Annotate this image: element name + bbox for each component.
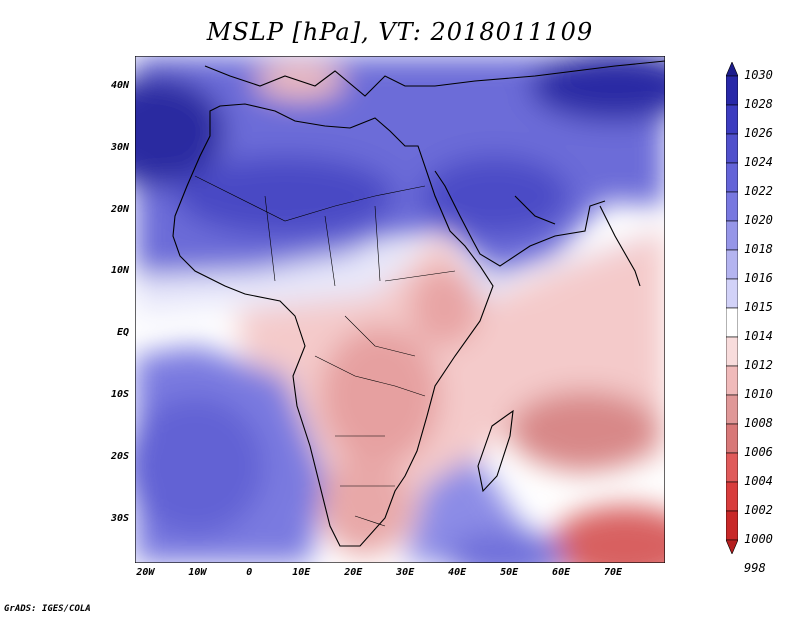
colorbar-level-label: 1004 — [744, 474, 773, 488]
pressure-field — [135, 56, 665, 563]
colorbar-segment — [726, 249, 738, 280]
lon-tick-label: 50E — [500, 567, 519, 578]
india-coastline — [599, 205, 641, 287]
lat-tick-label: 40N — [110, 79, 129, 91]
lon-tick-label: 0 — [246, 567, 253, 578]
lat-tick-label: EQ — [116, 327, 129, 339]
colorbar-level-label: 1026 — [744, 126, 773, 140]
east-africa-low-area — [410, 266, 480, 346]
colorbar-level-label: 1022 — [744, 184, 773, 198]
colorbar-bottom-arrow — [726, 539, 738, 554]
colorbar-level-label: 1006 — [744, 445, 773, 459]
southern-edge-high — [445, 531, 565, 563]
colorbar — [726, 62, 738, 554]
lon-tick-label: 10W — [188, 567, 207, 578]
colorbar-segment — [726, 278, 738, 309]
colorbar-segment — [726, 423, 738, 454]
colorbar-level-label: 1020 — [744, 213, 773, 227]
colorbar-segment — [726, 481, 738, 512]
colorbar-level-label: 1002 — [744, 503, 773, 517]
colorbar-level-label: 998 — [744, 561, 766, 575]
colorbar-level-label: 1010 — [744, 387, 773, 401]
colorbar-segment — [726, 220, 738, 251]
europe-coastline — [204, 60, 665, 97]
arabia-coastline — [434, 170, 606, 267]
madagascar-coastline — [477, 409, 514, 493]
atlantic-high-core — [135, 76, 225, 186]
lat-tick-label: 20N — [110, 203, 129, 215]
colorbar-level-label: 1024 — [744, 155, 773, 169]
lon-tick-label: 60E — [552, 567, 571, 578]
lat-tick-label: 10S — [110, 389, 129, 401]
colorbar-level-label: 1018 — [744, 242, 773, 256]
africa-coastline — [172, 103, 494, 547]
lon-tick-label: 20E — [344, 567, 363, 578]
colorbar-level-label: 1012 — [744, 358, 773, 372]
sahara-high-core — [175, 156, 395, 236]
colorbar-level-label: 1015 — [744, 300, 773, 314]
lat-tick-label: 30N — [110, 141, 129, 153]
colorbar-segment — [726, 133, 738, 164]
mozambique-low-area — [510, 391, 660, 471]
colorbar-segment — [726, 104, 738, 135]
southern-africa-low-area — [320, 456, 410, 556]
colorbar-level-label: 1014 — [744, 329, 773, 343]
colorbar-segment — [726, 394, 738, 425]
lon-tick-label: 10E — [292, 567, 311, 578]
central-africa-low-area — [320, 326, 440, 466]
lat-tick-label: 20S — [110, 450, 129, 462]
colorbar-segment — [726, 365, 738, 396]
arabia-high-core — [420, 156, 570, 236]
colorbar-segment — [726, 510, 738, 541]
colorbar-level-label: 1030 — [744, 68, 773, 82]
lon-tick-label: 70E — [604, 567, 623, 578]
colorbar-level-label: 1000 — [744, 532, 773, 546]
chart-title: MSLP [hPa], VT: 2018011109 — [206, 18, 594, 46]
credit-text: GrADS: IGES/COLA — [4, 604, 91, 614]
lat-tick-label: 30S — [110, 512, 129, 524]
southern-ocean-low-area — [550, 506, 665, 563]
colorbar-segment — [726, 452, 738, 483]
colorbar-segment — [726, 336, 738, 367]
colorbar-level-label: 1008 — [744, 416, 773, 430]
lat-tick-label: 10N — [110, 265, 129, 277]
lon-tick-label: 20W — [136, 567, 155, 578]
country-borders — [194, 175, 456, 527]
south-atlantic-high-core — [135, 396, 265, 536]
colorbar-top-arrow — [726, 62, 738, 77]
colorbar-segment — [726, 307, 738, 338]
colorbar-segment — [726, 162, 738, 193]
coastlines — [172, 60, 665, 547]
mslp-map — [135, 56, 665, 563]
colorbar-level-label: 1016 — [744, 271, 773, 285]
lon-tick-label: 40E — [448, 567, 467, 578]
colorbar-segment — [726, 75, 738, 106]
colorbar-level-label: 1028 — [744, 97, 773, 111]
lon-tick-label: 30E — [396, 567, 415, 578]
persian-gulf — [514, 195, 556, 225]
colorbar-segment — [726, 191, 738, 222]
